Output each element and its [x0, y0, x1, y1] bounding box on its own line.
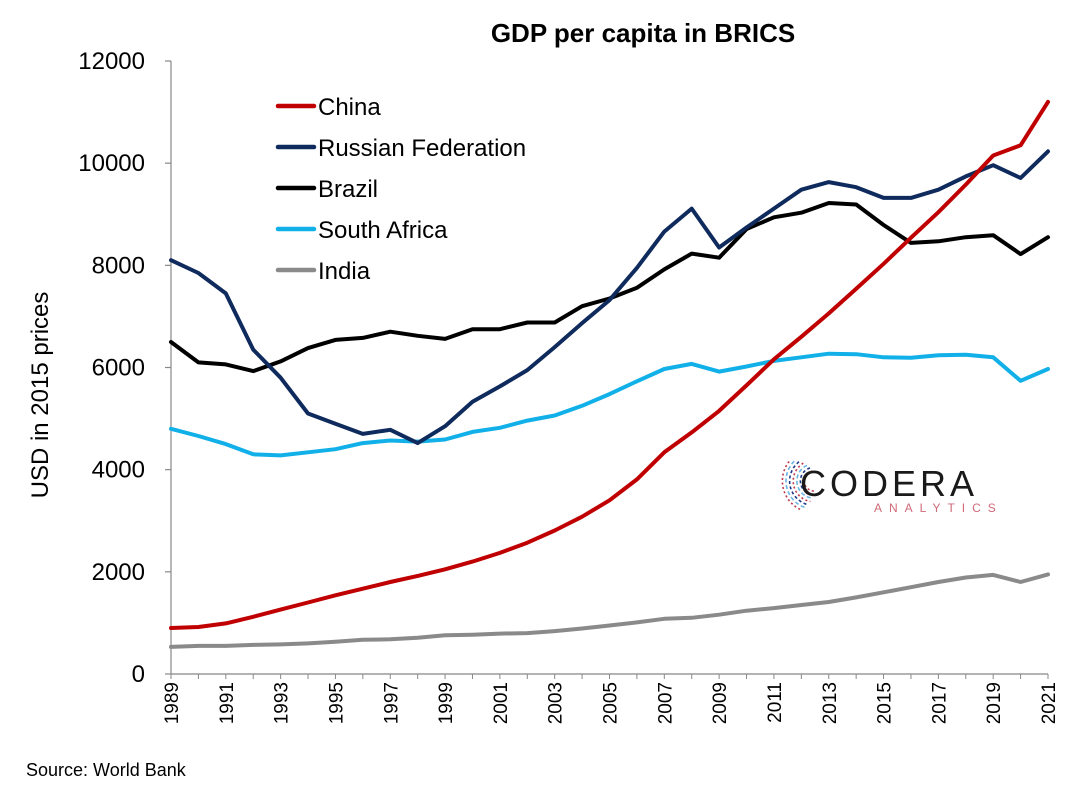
y-tick-label: 4000: [92, 457, 145, 484]
logo-ring-arc: [785, 460, 805, 509]
x-tick-label: 1997: [381, 682, 402, 724]
x-tick-label: 2007: [655, 682, 676, 724]
y-tick-label: 6000: [92, 355, 145, 382]
legend: China Russian Federation Brazil South Afric…: [275, 94, 526, 285]
legend-label: South Africa: [318, 217, 448, 244]
x-tick-label: 2011: [765, 682, 786, 723]
x-tick-label: 2017: [929, 682, 950, 724]
series-line-india: [169, 572, 1050, 649]
x-tick-label: 2001: [491, 682, 512, 724]
logo-ring-arc: [796, 464, 813, 499]
x-tick-label: 1995: [326, 682, 347, 724]
legend-label: Russian Federation: [318, 135, 526, 162]
y-tick-label: 10000: [78, 150, 145, 177]
x-tick-label: 1999: [436, 682, 457, 724]
legend-label: India: [318, 258, 371, 285]
x-tick-label: 2009: [710, 682, 731, 724]
x-tick-label: 2019: [984, 682, 1005, 724]
x-tick-label: 1993: [272, 682, 293, 724]
y-tick-label: 12000: [78, 48, 145, 75]
codera-logo: CODERA ANALYTICS: [781, 460, 1003, 515]
x-tick-labels: 1989 1991 1993 1995 1997 1999 2001 2003 2005 2007…: [162, 682, 1060, 724]
x-tick-label: 2021: [1039, 682, 1060, 724]
legend-label: China: [318, 94, 381, 121]
logo-rings-icon: [781, 460, 815, 511]
chart-title: GDP per capita in BRICS: [491, 18, 795, 48]
logo-main-text: CODERA: [800, 463, 978, 504]
x-tick-label: 2013: [820, 682, 841, 724]
logo-ring-arc: [803, 470, 815, 492]
source-note: Source: World Bank: [26, 760, 187, 780]
y-tick-label: 2000: [92, 559, 145, 586]
logo-sub-text: ANALYTICS: [874, 501, 1003, 515]
series-line-russian-federation: [169, 149, 1050, 446]
series-line-china: [169, 99, 1050, 630]
series-line-south-africa: [169, 351, 1050, 458]
logo-ring-arc: [792, 462, 811, 503]
series-lines: [169, 99, 1050, 649]
x-tick-label: 2015: [875, 682, 896, 724]
x-tick-label: 1989: [162, 682, 183, 724]
legend-label: Brazil: [318, 176, 378, 203]
logo-ring-arc: [781, 461, 801, 511]
y-axis-label: USD in 2015 prices: [27, 292, 54, 499]
y-tick-label: 8000: [92, 252, 145, 279]
logo-ring-arc: [788, 461, 808, 506]
y-tick-labels: 0 2000 4000 6000 8000 10000 12000: [78, 48, 145, 688]
x-tick-label: 2005: [601, 682, 622, 724]
axes: [165, 60, 1049, 679]
y-tick-label: 0: [132, 661, 145, 688]
x-tick-label: 2003: [546, 682, 567, 724]
logo-ring-arc: [799, 467, 815, 496]
x-tick-label: 1991: [217, 682, 238, 724]
